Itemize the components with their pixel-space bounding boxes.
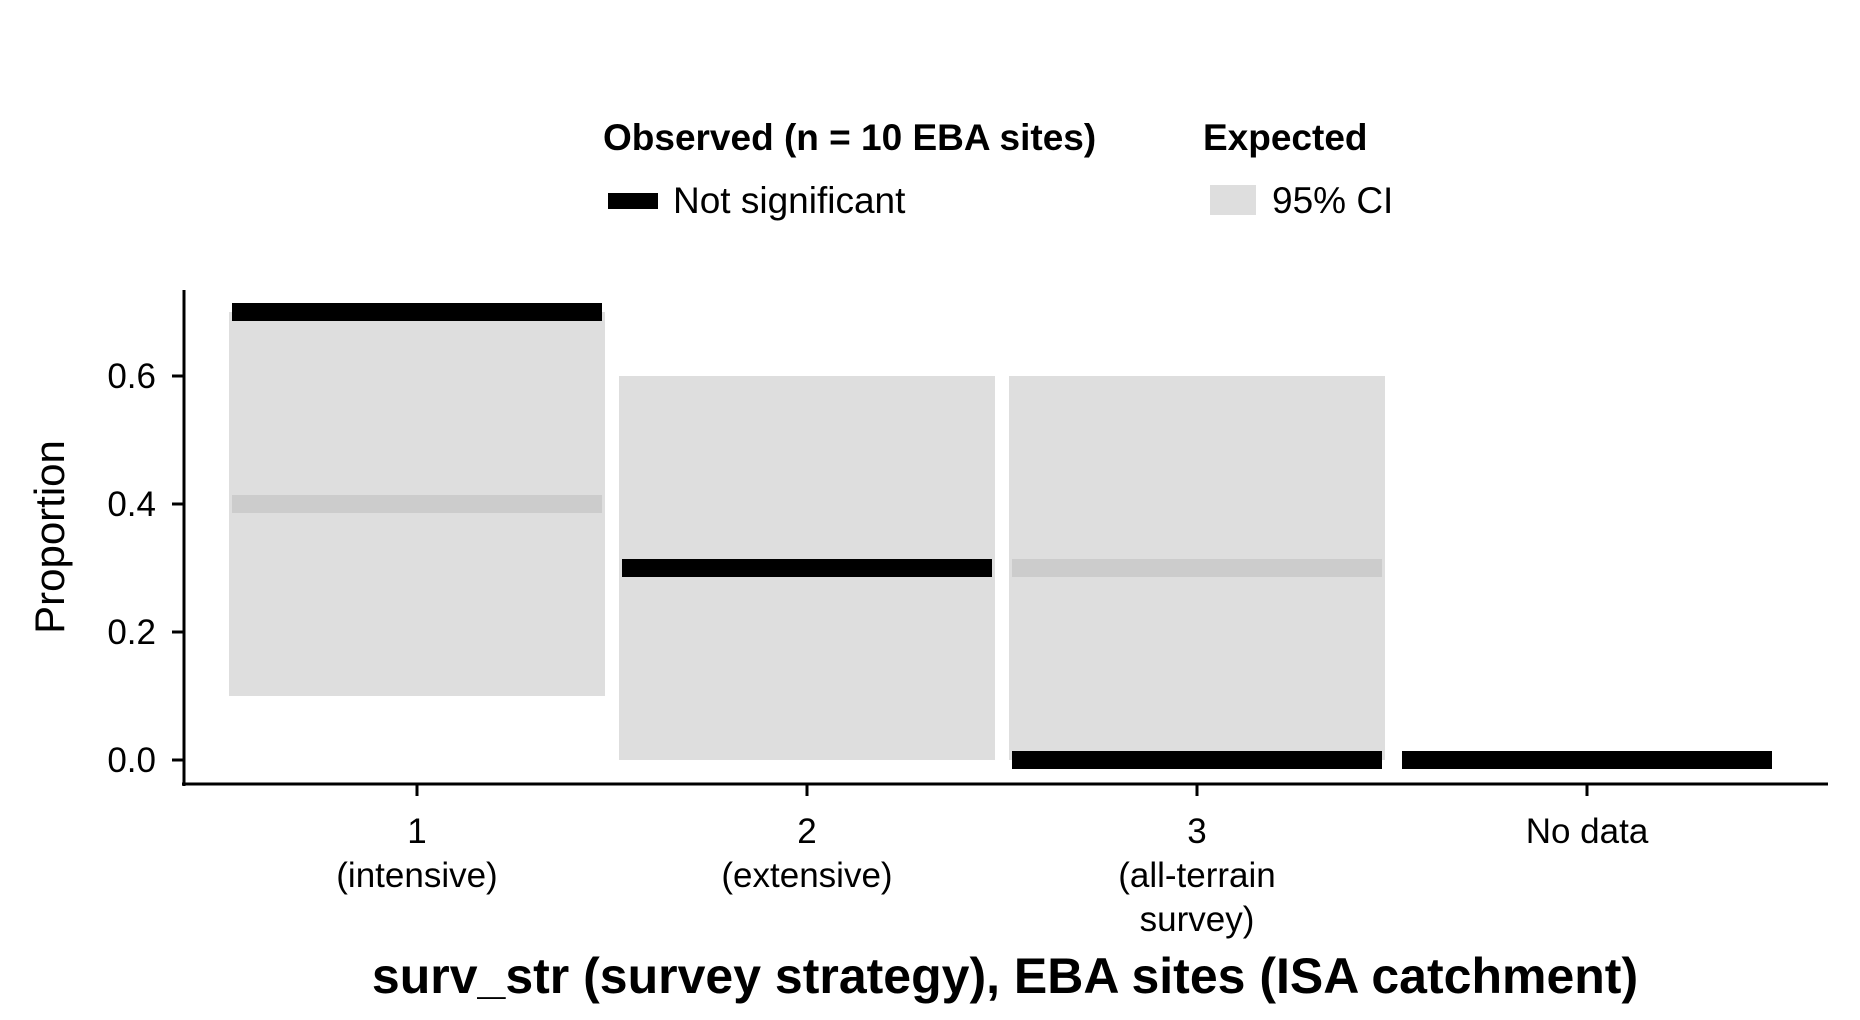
- legend-expected-title: Expected: [1203, 117, 1368, 158]
- legend: Observed (n = 10 EBA sites) Not signific…: [603, 117, 1393, 221]
- expected-mean-bar: [1012, 559, 1382, 577]
- x-tick-label: (all-terrain: [1118, 856, 1276, 895]
- x-tick-label: (extensive): [721, 856, 892, 895]
- legend-observed-label: Not significant: [673, 180, 906, 221]
- observed-bar: [1402, 751, 1772, 769]
- expected-means: [232, 495, 1382, 577]
- x-ticks: 1 (intensive) 2 (extensive) 3 (all-terrain sur…: [336, 784, 1649, 939]
- observed-bar: [232, 303, 602, 321]
- y-axis-title: Proportion: [26, 440, 73, 634]
- ci-bands: [229, 312, 1385, 760]
- observed-bar: [1012, 751, 1382, 769]
- x-axis-title: surv_str (survey strategy), EBA sites (I…: [372, 948, 1638, 1004]
- observed-bars: [232, 303, 1772, 769]
- x-tick-label: (intensive): [336, 856, 497, 895]
- x-tick-label: 1: [407, 812, 426, 851]
- legend-expected-label: 95% CI: [1272, 180, 1393, 221]
- expected-mean-bar: [232, 495, 602, 513]
- legend-observed-key: [608, 193, 658, 209]
- legend-observed-title: Observed (n = 10 EBA sites): [603, 117, 1096, 158]
- legend-expected-key: [1210, 185, 1256, 215]
- y-tick-label: 0.2: [107, 613, 156, 652]
- x-tick-label: 3: [1187, 812, 1206, 851]
- y-tick-label: 0.6: [107, 357, 156, 396]
- y-tick-label: 0.0: [107, 741, 156, 780]
- x-tick-label: survey): [1140, 900, 1255, 939]
- y-ticks: 0.0 0.2 0.4 0.6: [107, 357, 184, 780]
- observed-bar: [622, 559, 992, 577]
- x-tick-label: No data: [1526, 812, 1649, 851]
- y-tick-label: 0.4: [107, 485, 156, 524]
- x-tick-label: 2: [797, 812, 816, 851]
- axes: [182, 290, 1828, 786]
